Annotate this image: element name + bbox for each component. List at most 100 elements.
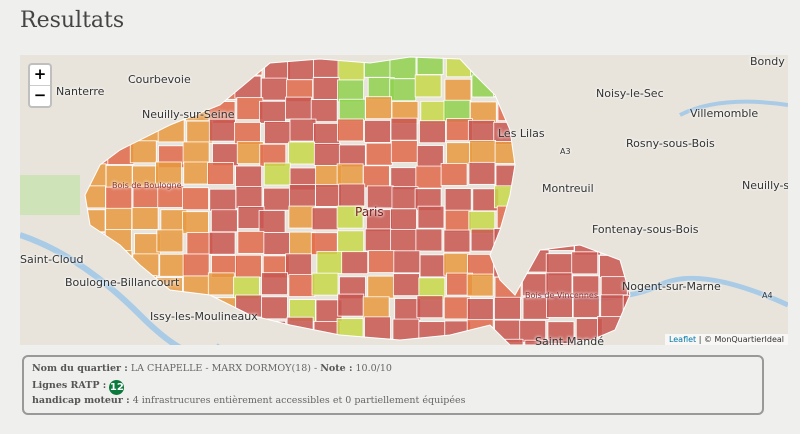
district-polygon[interactable]	[313, 143, 341, 166]
district-polygon[interactable]	[366, 338, 394, 345]
district-polygon[interactable]	[416, 145, 444, 168]
district-polygon[interactable]	[390, 343, 417, 345]
district-polygon[interactable]	[600, 120, 628, 144]
district-polygon[interactable]	[312, 77, 340, 100]
district-polygon[interactable]	[469, 140, 497, 163]
district-polygon[interactable]	[364, 120, 391, 143]
district-polygon[interactable]	[80, 55, 107, 76]
district-polygon[interactable]	[571, 251, 599, 275]
district-polygon[interactable]	[443, 296, 471, 320]
district-polygon[interactable]	[368, 250, 395, 273]
district-polygon[interactable]	[285, 253, 312, 277]
district-polygon[interactable]	[236, 97, 264, 121]
district-polygon[interactable]	[208, 231, 236, 255]
district-polygon[interactable]	[132, 253, 160, 277]
district-polygon[interactable]	[547, 119, 575, 143]
district-polygon[interactable]	[336, 163, 364, 187]
district-polygon[interactable]	[493, 228, 521, 251]
district-polygon[interactable]	[289, 118, 317, 142]
district-polygon[interactable]	[337, 79, 364, 103]
district-polygon[interactable]	[624, 55, 651, 78]
district-polygon[interactable]	[572, 118, 600, 142]
district-polygon[interactable]	[285, 96, 312, 120]
district-polygon[interactable]	[545, 55, 572, 75]
district-polygon[interactable]	[337, 230, 365, 254]
district-polygon[interactable]	[519, 101, 546, 125]
district-polygon[interactable]	[182, 342, 209, 345]
district-polygon[interactable]	[336, 341, 364, 345]
district-polygon[interactable]	[418, 321, 446, 345]
district-polygon[interactable]	[390, 140, 418, 163]
district-polygon[interactable]	[182, 211, 209, 235]
district-polygon[interactable]	[572, 100, 600, 123]
district-polygon[interactable]	[416, 55, 444, 75]
district-polygon[interactable]	[183, 161, 211, 185]
district-polygon[interactable]	[234, 254, 262, 278]
district-polygon[interactable]	[104, 229, 132, 252]
district-polygon[interactable]	[521, 78, 549, 102]
district-polygon[interactable]	[259, 100, 286, 124]
district-polygon[interactable]	[80, 163, 107, 187]
district-polygon[interactable]	[336, 205, 364, 229]
district-polygon[interactable]	[259, 320, 287, 344]
district-polygon[interactable]	[313, 55, 340, 78]
district-polygon[interactable]	[390, 117, 418, 141]
district-polygon[interactable]	[390, 208, 417, 232]
district-polygon[interactable]	[443, 229, 471, 253]
district-polygon[interactable]	[210, 319, 238, 343]
district-polygon[interactable]	[414, 74, 442, 98]
district-polygon[interactable]	[392, 318, 420, 342]
district-polygon[interactable]	[364, 316, 391, 340]
district-polygon[interactable]	[497, 98, 525, 122]
district-polygon[interactable]	[211, 341, 239, 345]
district-polygon[interactable]	[628, 340, 655, 345]
district-polygon[interactable]	[79, 209, 106, 233]
district-polygon[interactable]	[419, 120, 446, 144]
district-polygon[interactable]	[290, 337, 318, 345]
district-polygon[interactable]	[337, 118, 364, 142]
district-polygon[interactable]	[467, 119, 495, 143]
district-polygon[interactable]	[495, 164, 523, 188]
district-polygon[interactable]	[79, 185, 106, 209]
district-polygon[interactable]	[389, 57, 417, 80]
district-polygon[interactable]	[79, 100, 106, 124]
district-polygon[interactable]	[105, 319, 133, 343]
leaflet-link[interactable]: Leaflet	[668, 335, 697, 344]
district-polygon[interactable]	[105, 186, 133, 210]
district-polygon[interactable]	[494, 296, 521, 320]
district-polygon[interactable]	[519, 55, 547, 78]
district-polygon[interactable]	[522, 229, 549, 253]
district-polygon[interactable]	[288, 205, 316, 229]
district-polygon[interactable]	[311, 207, 339, 231]
district-polygon[interactable]	[133, 341, 161, 345]
district-polygon[interactable]	[519, 207, 547, 231]
district-polygon[interactable]	[108, 121, 136, 145]
district-polygon[interactable]	[415, 338, 443, 345]
district-polygon[interactable]	[446, 142, 473, 166]
district-polygon[interactable]	[236, 141, 264, 165]
district-polygon[interactable]	[286, 316, 314, 340]
district-polygon[interactable]	[415, 165, 443, 189]
district-polygon[interactable]	[545, 272, 573, 296]
district-polygon[interactable]	[444, 188, 472, 211]
district-polygon[interactable]	[79, 232, 106, 256]
district-polygon[interactable]	[263, 162, 291, 186]
district-polygon[interactable]	[263, 232, 291, 255]
district-polygon[interactable]	[235, 165, 262, 189]
district-polygon[interactable]	[466, 342, 494, 345]
district-polygon[interactable]	[468, 161, 496, 185]
district-polygon[interactable]	[419, 254, 447, 278]
district-polygon[interactable]	[628, 320, 655, 344]
district-polygon[interactable]	[313, 122, 340, 146]
district-polygon[interactable]	[131, 207, 159, 230]
district-polygon[interactable]	[132, 118, 160, 142]
district-polygon[interactable]	[390, 229, 417, 252]
district-polygon[interactable]	[547, 210, 575, 233]
district-polygon[interactable]	[234, 75, 262, 99]
district-polygon[interactable]	[496, 338, 524, 345]
district-polygon[interactable]	[258, 210, 286, 233]
district-polygon[interactable]	[520, 139, 547, 163]
district-polygon[interactable]	[493, 73, 520, 97]
district-polygon[interactable]	[362, 165, 390, 189]
district-polygon[interactable]	[207, 162, 234, 185]
